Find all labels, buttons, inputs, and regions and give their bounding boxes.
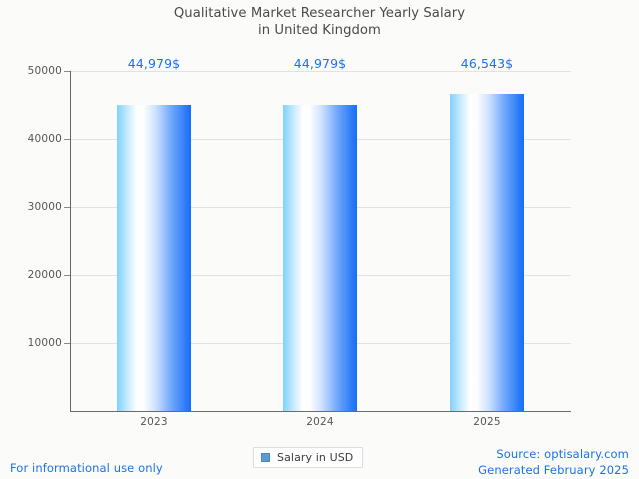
chart-title-line-1: Qualitative Market Researcher Yearly Sal… — [173, 6, 466, 21]
x-tick-label-2024: 2024 — [306, 416, 334, 428]
bar-2023[interactable] — [117, 105, 191, 411]
source-note: Source: optisalary.com Generated Februar… — [478, 447, 629, 478]
y-tick-label-20000: 20000 — [27, 269, 62, 281]
bar-value-label-2025: 46,543$ — [460, 56, 514, 71]
y-tick-label-40000: 40000 — [27, 133, 62, 145]
x-tick-label-2025: 2025 — [473, 416, 501, 428]
x-tick-label-2023: 2023 — [140, 416, 168, 428]
legend-item-label: Salary in USD — [277, 451, 354, 464]
bar-2024[interactable] — [283, 105, 357, 411]
y-tick-mark-50000 — [64, 71, 70, 72]
y-tick-mark-20000 — [64, 275, 70, 276]
bar-2025[interactable] — [450, 94, 524, 411]
x-axis-line — [70, 411, 571, 412]
y-tick-label-50000: 50000 — [27, 65, 62, 77]
chart-legend[interactable]: Salary in USD — [253, 447, 364, 468]
bar-value-label-2023: 44,979$ — [127, 56, 181, 71]
generated-label: Generated February 2025 — [478, 462, 629, 477]
bar-value-label-2024: 44,979$ — [293, 56, 347, 71]
y-tick-mark-30000 — [64, 207, 70, 208]
gridline-50000 — [71, 71, 571, 72]
source-label: Source: optisalary.com — [496, 447, 629, 461]
plot-area — [71, 71, 571, 411]
y-tick-mark-10000 — [64, 343, 70, 344]
legend-swatch-icon — [261, 453, 270, 462]
informational-note: For informational use only — [10, 461, 163, 475]
y-tick-mark-40000 — [64, 139, 70, 140]
y-tick-label-30000: 30000 — [27, 201, 62, 213]
chart-title: Qualitative Market Researcher Yearly Sal… — [0, 5, 639, 39]
chart-title-line-2: in United Kingdom — [258, 23, 381, 38]
y-axis-line — [70, 71, 71, 412]
y-tick-label-10000: 10000 — [27, 337, 62, 349]
